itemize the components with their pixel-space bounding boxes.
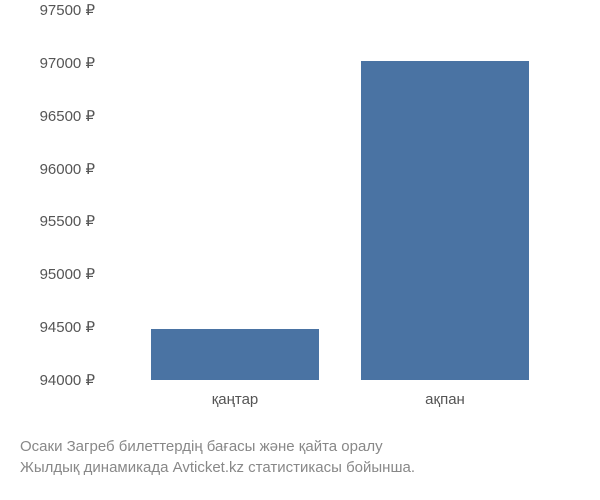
y-tick-label: 96500 ₽	[40, 107, 95, 125]
y-tick-label: 96000 ₽	[40, 160, 95, 178]
bar	[361, 61, 529, 380]
x-tick-label: қаңтар	[151, 391, 319, 408]
bars-area	[100, 10, 580, 380]
bar	[151, 329, 319, 380]
x-tick-label: ақпан	[361, 391, 529, 408]
y-tick-label: 95500 ₽	[40, 212, 95, 230]
x-axis-labels: қаңтар ақпан	[100, 391, 580, 408]
bar-group	[361, 61, 529, 380]
y-tick-label: 94500 ₽	[40, 318, 95, 336]
y-axis: 94000 ₽94500 ₽95000 ₽95500 ₽96000 ₽96500…	[10, 10, 95, 380]
y-tick-label: 97000 ₽	[40, 54, 95, 72]
y-tick-label: 97500 ₽	[40, 1, 95, 19]
chart-container: 94000 ₽ 94500 ₽ 95000 ₽ 95500 ₽ 96000 ₽ 96500…	[0, 0, 600, 420]
y-tick-label: 95000 ₽	[40, 265, 95, 283]
chart-caption: Осаки Загреб билеттердің бағасы және қай…	[20, 436, 580, 478]
bar-group	[151, 329, 319, 380]
y-tick-label: 94000 ₽	[40, 371, 95, 389]
plot-area: 94000 ₽94500 ₽95000 ₽95500 ₽96000 ₽96500…	[100, 10, 580, 380]
caption-line-1: Осаки Загреб билеттердің бағасы және қай…	[20, 436, 580, 457]
caption-line-2: Жылдық динамикада Avticket.kz статистика…	[20, 457, 580, 478]
